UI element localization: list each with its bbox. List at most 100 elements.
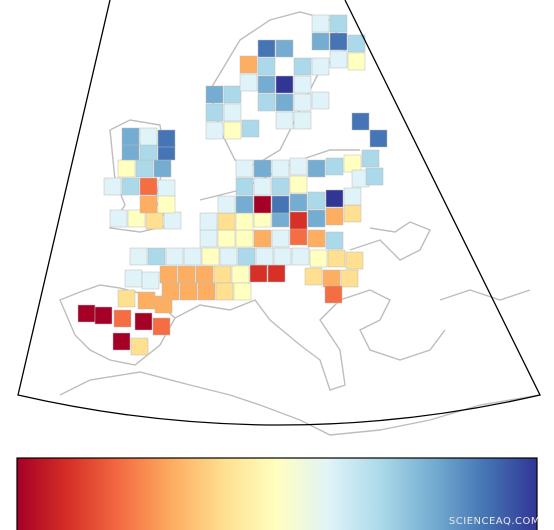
grid-cell <box>77 304 96 323</box>
grid-cell <box>94 306 113 325</box>
grid-cells <box>77 14 388 356</box>
grid-cell <box>253 229 272 248</box>
grid-cell <box>199 212 218 231</box>
grid-cell <box>325 207 344 226</box>
grid-cell <box>347 52 366 71</box>
grid-cell <box>117 159 136 178</box>
map-frame <box>17 0 541 426</box>
grid-cell <box>199 229 218 248</box>
grid-cell <box>325 189 344 208</box>
grid-cell <box>112 332 131 351</box>
grid-cell <box>109 209 128 228</box>
grid-cell <box>103 177 122 196</box>
grid-cell <box>121 177 140 196</box>
grid-cell <box>197 282 216 301</box>
grid-cell <box>257 93 276 112</box>
grid-cell <box>275 39 294 58</box>
grid-cell <box>293 111 312 130</box>
grid-cell <box>345 251 364 270</box>
grid-cell <box>311 32 330 51</box>
grid-cell <box>307 209 326 228</box>
grid-cell <box>253 195 272 214</box>
grid-cell <box>205 121 224 140</box>
grid-cell <box>361 149 380 168</box>
grid-cell <box>239 55 258 74</box>
grid-cell <box>289 193 308 212</box>
grid-cell <box>324 285 343 304</box>
grid-cell <box>289 175 308 194</box>
grid-cell <box>257 75 276 94</box>
grid-cell <box>275 111 294 130</box>
grid-cell <box>139 142 158 161</box>
grid-cell <box>267 264 286 283</box>
grid-cell <box>289 157 308 176</box>
grid-cell <box>253 177 272 196</box>
grid-cell <box>235 229 254 248</box>
grid-cell <box>293 57 312 76</box>
grid-cell <box>205 85 224 104</box>
grid-cell <box>135 159 154 178</box>
grid-cell <box>113 309 132 328</box>
grid-cell <box>237 247 256 266</box>
grid-cell <box>343 187 362 206</box>
grid-cell <box>307 159 326 178</box>
grid-cell <box>137 291 156 310</box>
grid-cell <box>311 91 330 110</box>
grid-cell <box>223 121 242 140</box>
grid-cell <box>121 127 140 146</box>
grid-cell <box>139 195 158 214</box>
grid-cell <box>351 112 370 131</box>
grid-cell <box>177 265 196 284</box>
grid-cell <box>271 159 290 178</box>
grid-cell <box>275 75 294 94</box>
grid-cell <box>130 337 149 356</box>
grid-cell <box>365 167 384 186</box>
grid-cell <box>340 269 359 288</box>
grid-cell <box>141 271 160 290</box>
grid-cell <box>217 212 236 231</box>
grid-cell <box>311 14 330 33</box>
grid-cell <box>239 73 258 92</box>
grid-cell <box>347 34 366 53</box>
grid-cell <box>291 247 310 266</box>
grid-cell <box>201 247 220 266</box>
grid-cell <box>223 103 242 122</box>
grid-cell <box>343 154 362 173</box>
grid-cell <box>161 282 180 301</box>
grid-cell <box>309 249 328 268</box>
grid-cell <box>129 247 148 266</box>
grid-cell <box>165 247 184 266</box>
grid-cell <box>219 247 238 266</box>
grid-cell <box>235 212 254 231</box>
grid-cell <box>217 195 236 214</box>
grid-cell <box>159 265 178 284</box>
grid-cell <box>307 229 326 248</box>
grid-cell <box>311 57 330 76</box>
grid-cell <box>249 264 268 283</box>
grid-cell <box>217 229 236 248</box>
grid-cell <box>241 119 260 138</box>
grid-cell <box>325 231 344 250</box>
grid-cell <box>153 159 172 178</box>
grid-cell <box>157 179 176 198</box>
grid-cell <box>231 265 250 284</box>
grid-cell <box>289 227 308 246</box>
colorbar <box>16 457 538 530</box>
grid-cell <box>183 247 202 266</box>
grid-cell <box>329 50 348 69</box>
grid-cell <box>223 85 242 104</box>
grid-cell <box>293 75 312 94</box>
grid-cell <box>343 204 362 223</box>
grid-cell <box>293 93 312 112</box>
grid-cell <box>275 93 294 112</box>
grid-cell <box>195 265 214 284</box>
grid-cell <box>235 159 254 178</box>
grid-cell <box>329 32 348 51</box>
grid-cell <box>134 312 153 331</box>
grid-cell <box>289 211 308 230</box>
grid-cell <box>273 247 292 266</box>
grid-cell <box>157 195 176 214</box>
grid-cell <box>322 269 341 288</box>
grid-cell <box>369 129 388 148</box>
